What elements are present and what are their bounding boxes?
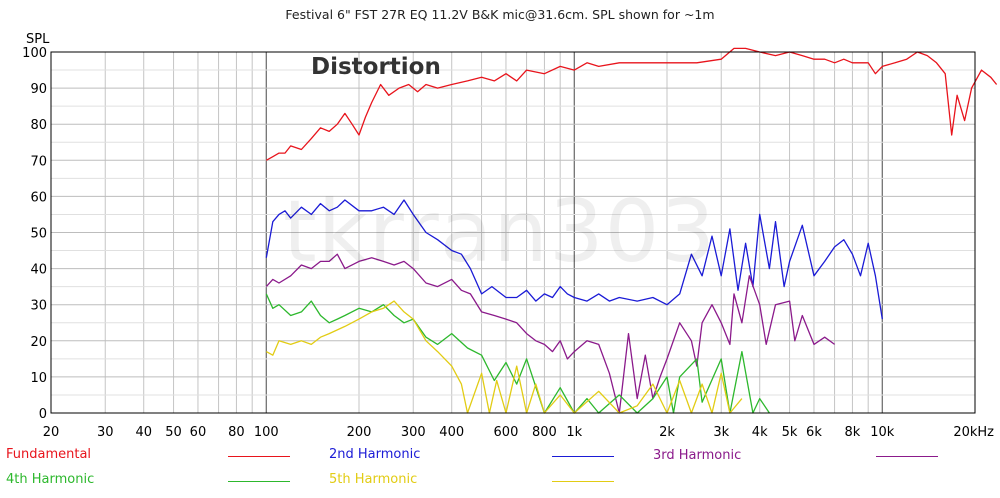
x-tick-label: 20 bbox=[43, 425, 60, 440]
x-tick-label: 200 bbox=[347, 425, 372, 440]
x-tick-label: 400 bbox=[439, 425, 464, 440]
x-tick-label: 80 bbox=[228, 425, 245, 440]
x-tick-label: 30 bbox=[97, 425, 114, 440]
x-tick-label: 40 bbox=[135, 425, 152, 440]
y-tick-label: 20 bbox=[30, 335, 47, 350]
y-tick-label: 30 bbox=[30, 299, 47, 314]
series-line-5th-harmonic bbox=[265, 300, 743, 414]
y-tick-label: 0 bbox=[39, 407, 47, 422]
x-tick-label: 1k bbox=[566, 425, 582, 440]
series-line-4th-harmonic bbox=[265, 293, 770, 414]
legend-label: 4th Harmonic bbox=[6, 472, 95, 487]
x-tick-label: 6k bbox=[806, 425, 822, 440]
legend-swatch bbox=[228, 481, 290, 482]
legend-label: 5th Harmonic bbox=[329, 472, 418, 487]
legend-swatch bbox=[552, 481, 614, 482]
y-tick-label: 10 bbox=[30, 371, 47, 386]
x-tick-label: 800 bbox=[532, 425, 557, 440]
x-tick-label: 50 bbox=[165, 425, 182, 440]
x-tick-label: 4k bbox=[752, 425, 768, 440]
y-tick-label: 50 bbox=[30, 227, 47, 242]
series-line-3rd-harmonic bbox=[265, 253, 835, 414]
x-tick-label: 60 bbox=[190, 425, 207, 440]
legend-swatch bbox=[876, 456, 938, 457]
y-tick-label: 40 bbox=[30, 263, 47, 278]
y-axis-label: SPL bbox=[26, 32, 50, 47]
legend-label: 2nd Harmonic bbox=[329, 447, 421, 462]
plot-frame bbox=[50, 51, 976, 414]
y-tick-label: 80 bbox=[30, 118, 47, 133]
x-tick-label: 20kHz bbox=[953, 425, 994, 440]
x-tick-label: 10k bbox=[870, 425, 895, 440]
legend-swatch bbox=[552, 456, 614, 457]
chart-annotation: Distortion bbox=[311, 54, 441, 80]
x-tick-label: 2k bbox=[659, 425, 675, 440]
series-line-2nd-harmonic bbox=[265, 199, 883, 320]
chart-grid bbox=[50, 51, 976, 414]
y-tick-label: 100 bbox=[22, 46, 47, 61]
y-tick-label: 70 bbox=[30, 154, 47, 169]
legend-label: Fundamental bbox=[6, 447, 92, 462]
x-tick-label: 8k bbox=[845, 425, 861, 440]
chart-title: Festival 6" FST 27R EQ 11.2V B&K mic@31.… bbox=[285, 7, 715, 22]
legend-swatch bbox=[228, 456, 290, 457]
x-tick-label: 5k bbox=[782, 425, 798, 440]
y-tick-label: 90 bbox=[30, 82, 47, 97]
x-tick-label: 600 bbox=[494, 425, 519, 440]
plot-series bbox=[265, 47, 998, 414]
x-tick-label: 300 bbox=[401, 425, 426, 440]
y-tick-label: 60 bbox=[30, 190, 47, 205]
x-axis-ticks: 20 30 40 50 60 80 100 200 300 400 600 800 1k 2k 3k 4k 5k… bbox=[43, 425, 994, 440]
x-tick-label: 100 bbox=[254, 425, 279, 440]
series-line-fundamental bbox=[265, 47, 998, 161]
legend-label: 3rd Harmonic bbox=[653, 448, 742, 463]
x-tick-label: 3k bbox=[713, 425, 729, 440]
y-axis-ticks: 0 10 20 30 40 50 60 70 80 90 100 bbox=[22, 46, 47, 422]
